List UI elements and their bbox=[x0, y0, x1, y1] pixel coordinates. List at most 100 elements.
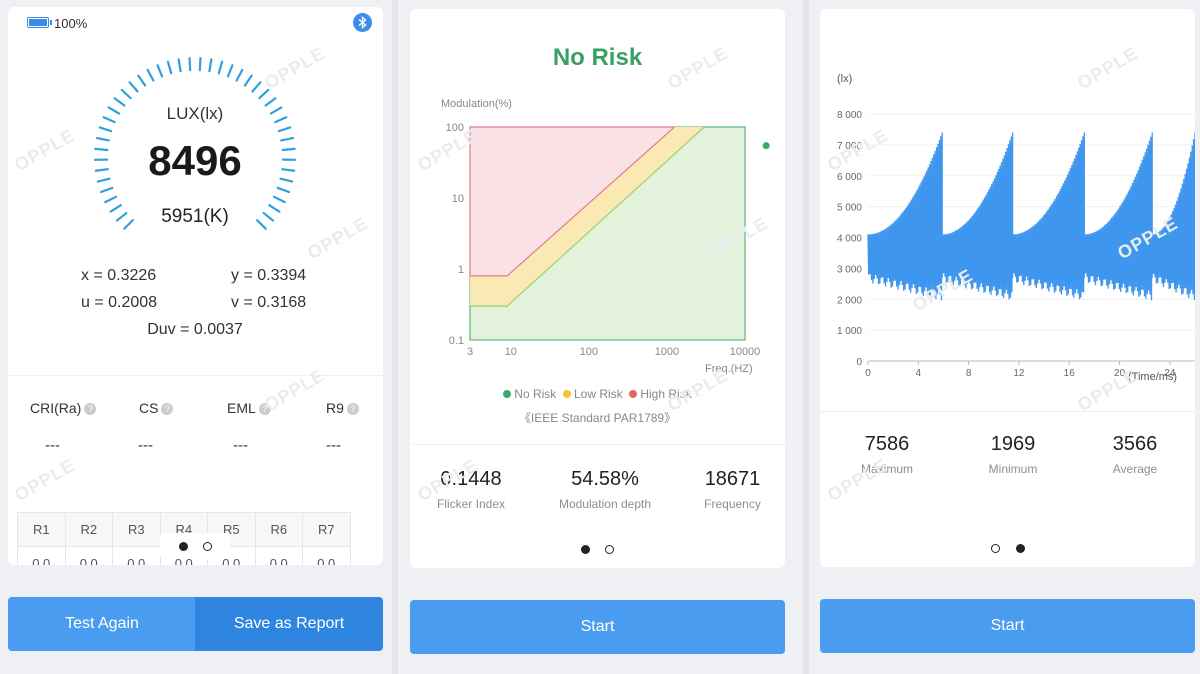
gauge-tick bbox=[198, 57, 202, 72]
gauge-tick bbox=[128, 81, 139, 93]
x-coordinate: x = 0.3226 bbox=[81, 267, 157, 284]
minimum-value: 1969 bbox=[990, 433, 1036, 455]
x-tick-label: 1000 bbox=[655, 346, 679, 358]
metric-cri[interactable]: CRI(Ra)? bbox=[30, 400, 97, 416]
page-dot-active[interactable] bbox=[179, 542, 188, 551]
y-tick-label: 1 000 bbox=[837, 326, 862, 337]
frequency-label: Frequency bbox=[704, 497, 761, 511]
gauge-tick bbox=[99, 186, 114, 194]
gauge-tick bbox=[115, 211, 128, 222]
gauge-tick bbox=[113, 97, 126, 107]
legend-low-risk: Low Risk bbox=[562, 387, 623, 401]
maximum-value: 7586 bbox=[864, 433, 910, 455]
page-dot-active[interactable] bbox=[1016, 544, 1025, 553]
x-tick-label: 4 bbox=[916, 368, 922, 379]
x-tick-label: 10000 bbox=[730, 346, 761, 358]
r-value: 0.0 bbox=[17, 546, 66, 565]
metric-eml[interactable]: EML? bbox=[227, 400, 271, 416]
gauge-tick bbox=[104, 195, 118, 204]
minimum-label: Minimum bbox=[988, 462, 1038, 476]
r-header: R6 bbox=[254, 512, 303, 547]
modulation-depth-value: 54.58% bbox=[571, 468, 639, 490]
waveform-card: (lx) 8 000 7 000 6 000 5 000 4 000 3 000 2 000… bbox=[820, 9, 1195, 567]
gauge-tick bbox=[264, 97, 277, 107]
x-tick-label: 8 bbox=[966, 368, 972, 379]
gauge-tick bbox=[146, 68, 155, 82]
legend-no-risk: No Risk bbox=[503, 387, 556, 401]
gauge-tick bbox=[226, 64, 234, 78]
gauge-tick bbox=[102, 116, 116, 124]
gauge-tick bbox=[120, 88, 132, 100]
metric-r9[interactable]: R9? bbox=[326, 400, 359, 416]
gauge-tick bbox=[274, 116, 288, 124]
x-tick-label: 24 bbox=[1164, 368, 1176, 379]
x-tick-label: 100 bbox=[580, 346, 598, 358]
gauge-tick bbox=[258, 88, 270, 100]
standard-note: 《IEEE Standard PAR1789》 bbox=[518, 411, 677, 425]
bluetooth-icon[interactable] bbox=[353, 13, 372, 32]
r-header: R7 bbox=[302, 512, 351, 547]
r-value: 0.0 bbox=[112, 546, 161, 565]
test-again-button[interactable]: Test Again bbox=[8, 597, 196, 651]
page-dot[interactable] bbox=[203, 542, 212, 551]
metric-cs-value: --- bbox=[138, 437, 153, 454]
low-risk-region bbox=[470, 127, 705, 307]
low-risk-boundary bbox=[470, 126, 705, 307]
modulation-depth-label: Modulation depth bbox=[558, 497, 652, 511]
y-tick-label: 4 000 bbox=[837, 234, 862, 245]
lux-gauge bbox=[93, 57, 297, 230]
page-indicator[interactable] bbox=[160, 533, 230, 559]
average-value: 3566 bbox=[1112, 433, 1158, 455]
x-axis-label: Freq.(HZ) bbox=[705, 363, 753, 375]
x-tick-label: 16 bbox=[1064, 368, 1076, 379]
page-dot[interactable] bbox=[605, 545, 614, 554]
y-tick-label: 6 000 bbox=[837, 172, 862, 183]
gauge-tick bbox=[279, 177, 294, 183]
start-button[interactable]: Start bbox=[820, 599, 1195, 653]
metric-r9-value: --- bbox=[326, 437, 341, 454]
y-unit-label: (lx) bbox=[837, 73, 853, 85]
y-tick-label: 7 000 bbox=[837, 141, 862, 152]
risk-status: No Risk bbox=[552, 44, 643, 71]
save-report-button[interactable]: Save as Report bbox=[195, 597, 383, 651]
y-tick-label: 2 000 bbox=[837, 295, 862, 306]
gauge-tick bbox=[269, 106, 283, 115]
y-tick-label: 0.1 bbox=[449, 335, 464, 347]
metric-cs[interactable]: CS? bbox=[139, 400, 174, 416]
gauge-tick bbox=[109, 204, 122, 213]
r-value: 0.0 bbox=[254, 546, 303, 565]
gauge-tick bbox=[156, 64, 164, 78]
gauge-tick bbox=[268, 204, 281, 213]
legend-high-risk: High Risk bbox=[629, 387, 692, 401]
page-dot[interactable] bbox=[991, 544, 1000, 553]
battery-level: 100% bbox=[54, 16, 88, 31]
cct-value: 5951(K) bbox=[161, 206, 229, 227]
gauge-tick bbox=[280, 136, 295, 142]
r-header: R3 bbox=[112, 512, 161, 547]
gauge-tick bbox=[94, 147, 109, 152]
x-tick-label: 0 bbox=[865, 368, 871, 379]
chart-legend: No Risk Low Risk High Risk bbox=[410, 387, 785, 401]
x-tick-label: 12 bbox=[1013, 368, 1025, 379]
gauge-tick bbox=[96, 177, 111, 183]
help-icon[interactable]: ? bbox=[258, 403, 271, 415]
y-tick-label: 100 bbox=[446, 122, 464, 134]
waveform-chart: 8 000 7 000 6 000 5 000 4 000 3 000 2 000 1 000… bbox=[837, 110, 1195, 379]
y-axis-label: Modulation(%) bbox=[441, 98, 512, 110]
lux-label: LUX(lx) bbox=[166, 104, 224, 123]
page-dot-active[interactable] bbox=[581, 545, 590, 554]
help-icon[interactable]: ? bbox=[84, 403, 97, 415]
measurement-point bbox=[762, 142, 770, 150]
gauge-tick bbox=[277, 126, 292, 133]
light-meter-card: 100% LUX(lx) 8496 5951(K) x = 0.3226 y =… bbox=[8, 7, 383, 565]
y-tick-label: 5 000 bbox=[837, 203, 862, 214]
high-risk-region bbox=[469, 126, 677, 277]
help-icon[interactable]: ? bbox=[161, 403, 174, 415]
x-tick-label: 10 bbox=[505, 346, 517, 358]
start-button[interactable]: Start bbox=[410, 600, 785, 654]
gauge-tick bbox=[177, 58, 182, 73]
r-value: 0.0 bbox=[302, 546, 351, 565]
help-icon[interactable]: ? bbox=[346, 403, 359, 415]
gauge-tick bbox=[281, 147, 296, 152]
y-tick-label: 3 000 bbox=[837, 264, 862, 275]
